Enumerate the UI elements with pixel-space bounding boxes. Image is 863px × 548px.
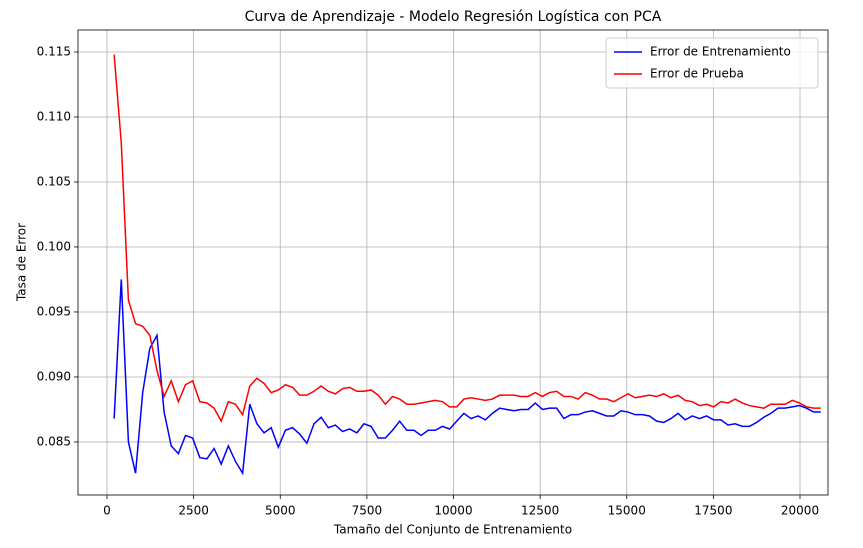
- y-tick-label: 0.110: [37, 109, 71, 123]
- x-tick-label: 15000: [608, 504, 646, 518]
- y-tick-label: 0.095: [37, 304, 71, 318]
- line-series: [113, 279, 821, 476]
- legend-box: [605, 37, 819, 89]
- x-tick-label: 10000: [434, 504, 472, 518]
- y-tick-label: 0.090: [37, 369, 71, 383]
- x-axis-label: Tamaño del Conjunto de Entrenamiento: [333, 523, 572, 537]
- x-tick-label: 2500: [178, 504, 209, 518]
- legend-label: Error de Prueba: [650, 67, 744, 81]
- y-axis-label: Tasa de Error: [15, 223, 29, 302]
- chart-title: Curva de Aprendizaje - Modelo Regresión …: [245, 9, 662, 25]
- line-series: [113, 54, 821, 423]
- y-tick-label: 0.085: [37, 434, 71, 448]
- x-tick-label: 7500: [352, 504, 383, 518]
- x-tick-label: 0: [103, 504, 111, 518]
- y-tick-label: 0.115: [37, 44, 71, 58]
- legend-label: Error de Entrenamiento: [650, 45, 791, 59]
- x-tick-label: 12500: [521, 504, 559, 518]
- x-tick-label: 5000: [265, 504, 296, 518]
- x-tick-label: 17500: [694, 504, 732, 518]
- x-tick-label: 20000: [781, 504, 819, 518]
- plot-frame: [77, 29, 829, 496]
- y-tick-label: 0.100: [37, 239, 71, 253]
- y-tick-label: 0.105: [37, 174, 71, 188]
